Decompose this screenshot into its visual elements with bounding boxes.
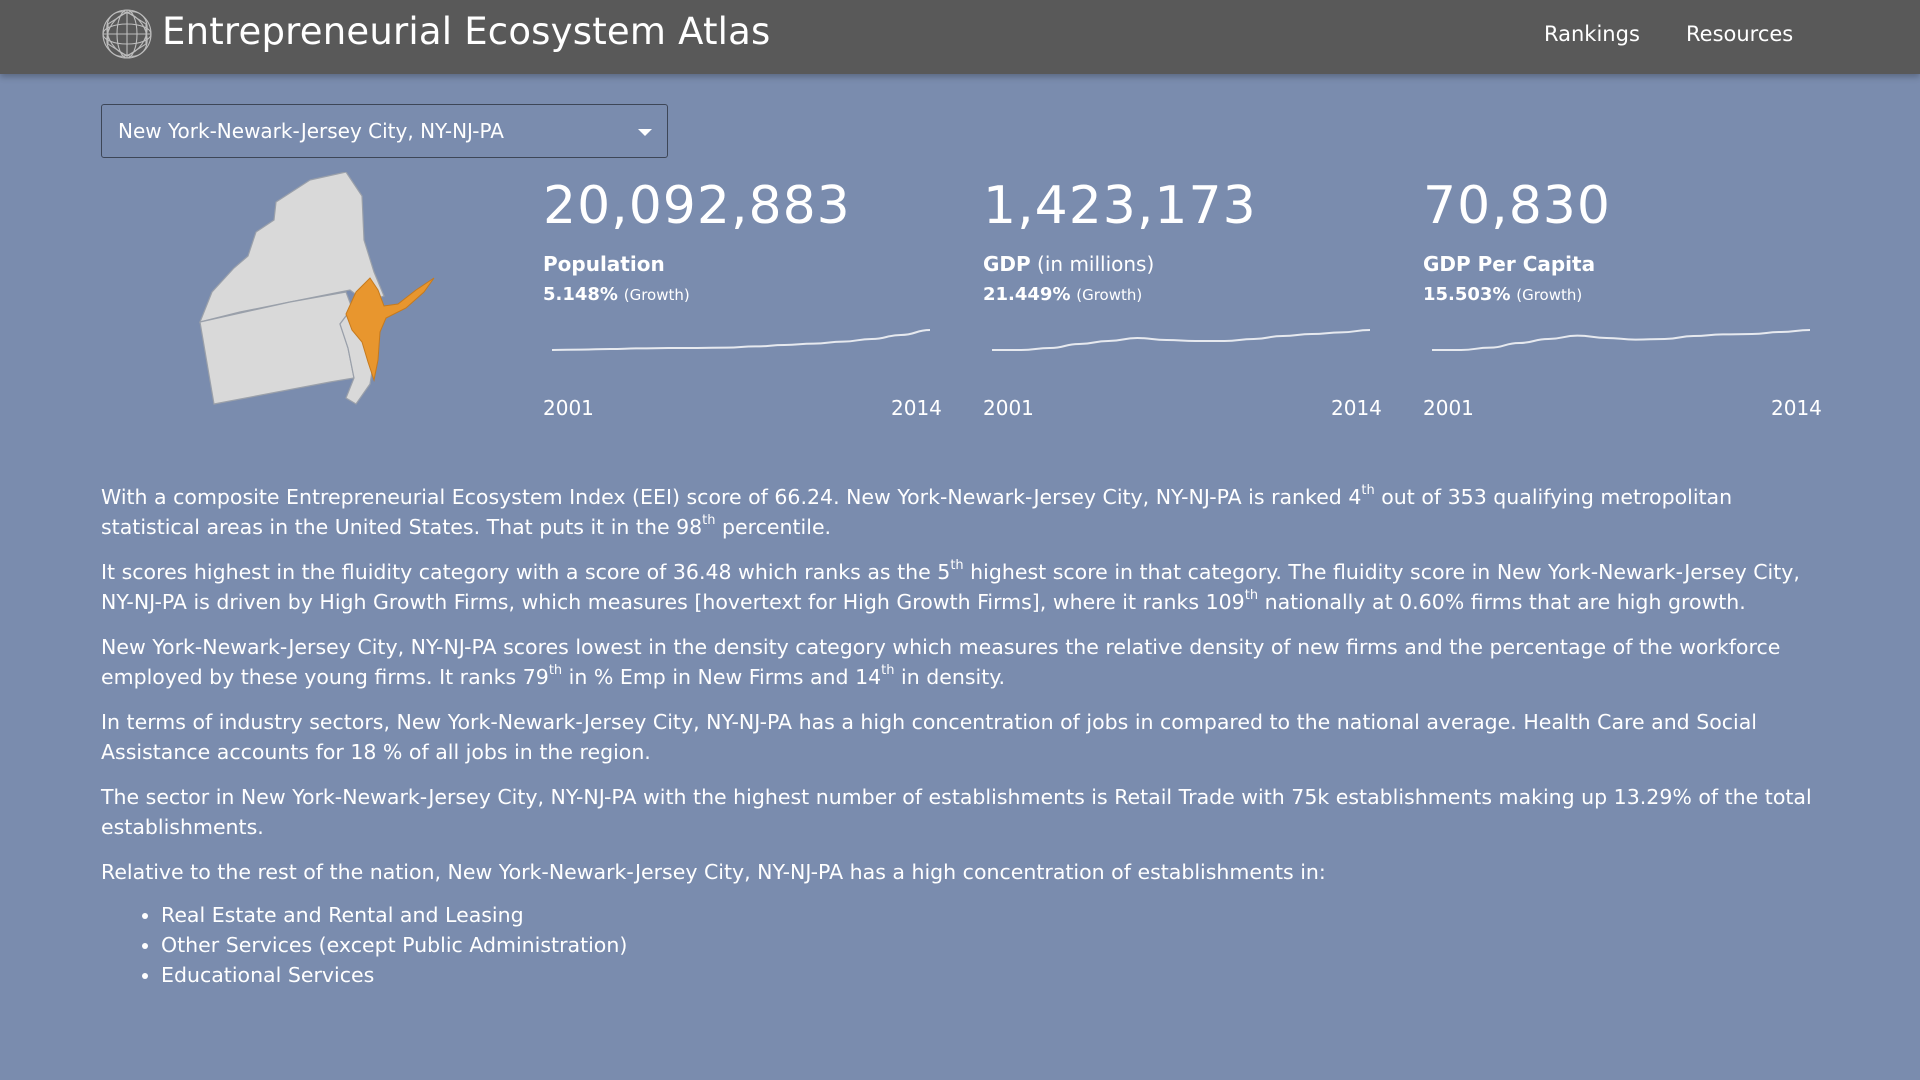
metro-area-select[interactable]: New York-Newark-Jersey City, NY-NJ-PA <box>101 104 668 158</box>
stat-gdp: 1,423,173 GDP (in millions) 21.449% (Gro… <box>983 176 1403 426</box>
narrative-concentration-paragraph: Relative to the rest of the nation, New … <box>101 860 1326 884</box>
stat-value: 1,423,173 <box>983 176 1257 236</box>
stat-value: 20,092,883 <box>543 176 851 236</box>
stat-growth: 21.449% (Growth) <box>983 284 1143 305</box>
stat-growth: 15.503% (Growth) <box>1423 284 1583 305</box>
sparkline-path <box>551 329 931 351</box>
year-start-label: 2001 <box>1423 396 1474 420</box>
stat-population: 20,092,883 Population 5.148% (Growth) 20… <box>543 176 963 426</box>
stat-gdp-per-capita: 70,830 GDP Per Capita 15.503% (Growth) 2… <box>1423 176 1843 426</box>
narrative-density-paragraph: New York-Newark-Jersey City, NY-NJ-PA sc… <box>101 635 1781 689</box>
narrative-establishments-paragraph: The sector in New York-Newark-Jersey Cit… <box>101 785 1812 839</box>
year-end-label: 2014 <box>1331 396 1382 420</box>
metro-region-map <box>199 172 435 405</box>
globe-wireframe-icon[interactable] <box>101 8 153 60</box>
metro-highlight-shape <box>345 277 435 382</box>
nav-resources-link[interactable]: Resources <box>1686 22 1794 46</box>
year-end-label: 2014 <box>891 396 942 420</box>
stat-label: GDP Per Capita <box>1423 252 1596 276</box>
caret-down-icon <box>638 129 652 136</box>
nav-rankings-link[interactable]: Rankings <box>1544 22 1640 46</box>
list-item: Real Estate and Rental and Leasing <box>161 900 1821 930</box>
year-end-label: 2014 <box>1771 396 1822 420</box>
app-title: Entrepreneurial Ecosystem Atlas <box>162 10 771 53</box>
year-start-label: 2001 <box>543 396 594 420</box>
narrative-jobs-paragraph: In terms of industry sectors, New York-N… <box>101 710 1757 764</box>
narrative-fluidity-paragraph: It scores highest in the fluidity catego… <box>101 558 1800 614</box>
metro-area-select-value: New York-Newark-Jersey City, NY-NJ-PA <box>118 119 504 143</box>
narrative-rank-paragraph: With a composite Entrepreneurial Ecosyst… <box>101 483 1733 539</box>
stat-label: GDP (in millions) <box>983 252 1155 276</box>
list-item: Other Services (except Public Administra… <box>161 930 1821 960</box>
stat-value: 70,830 <box>1423 176 1611 236</box>
list-item: Educational Services <box>161 960 1821 990</box>
sparkline-path <box>992 329 1371 351</box>
sparkline-chart <box>992 329 1371 351</box>
top-navbar: Entrepreneurial Ecosystem Atlas Rankings… <box>0 0 1920 74</box>
sparkline-chart <box>551 329 931 351</box>
sparkline-path <box>1432 329 1811 351</box>
sparkline-chart <box>1432 329 1811 351</box>
year-start-label: 2001 <box>983 396 1034 420</box>
ecosystem-narrative: With a composite Entrepreneurial Ecosyst… <box>101 482 1821 990</box>
concentration-list: Real Estate and Rental and Leasing Other… <box>161 900 1821 990</box>
stat-label: Population <box>543 252 665 276</box>
stat-growth: 5.148% (Growth) <box>543 284 690 305</box>
